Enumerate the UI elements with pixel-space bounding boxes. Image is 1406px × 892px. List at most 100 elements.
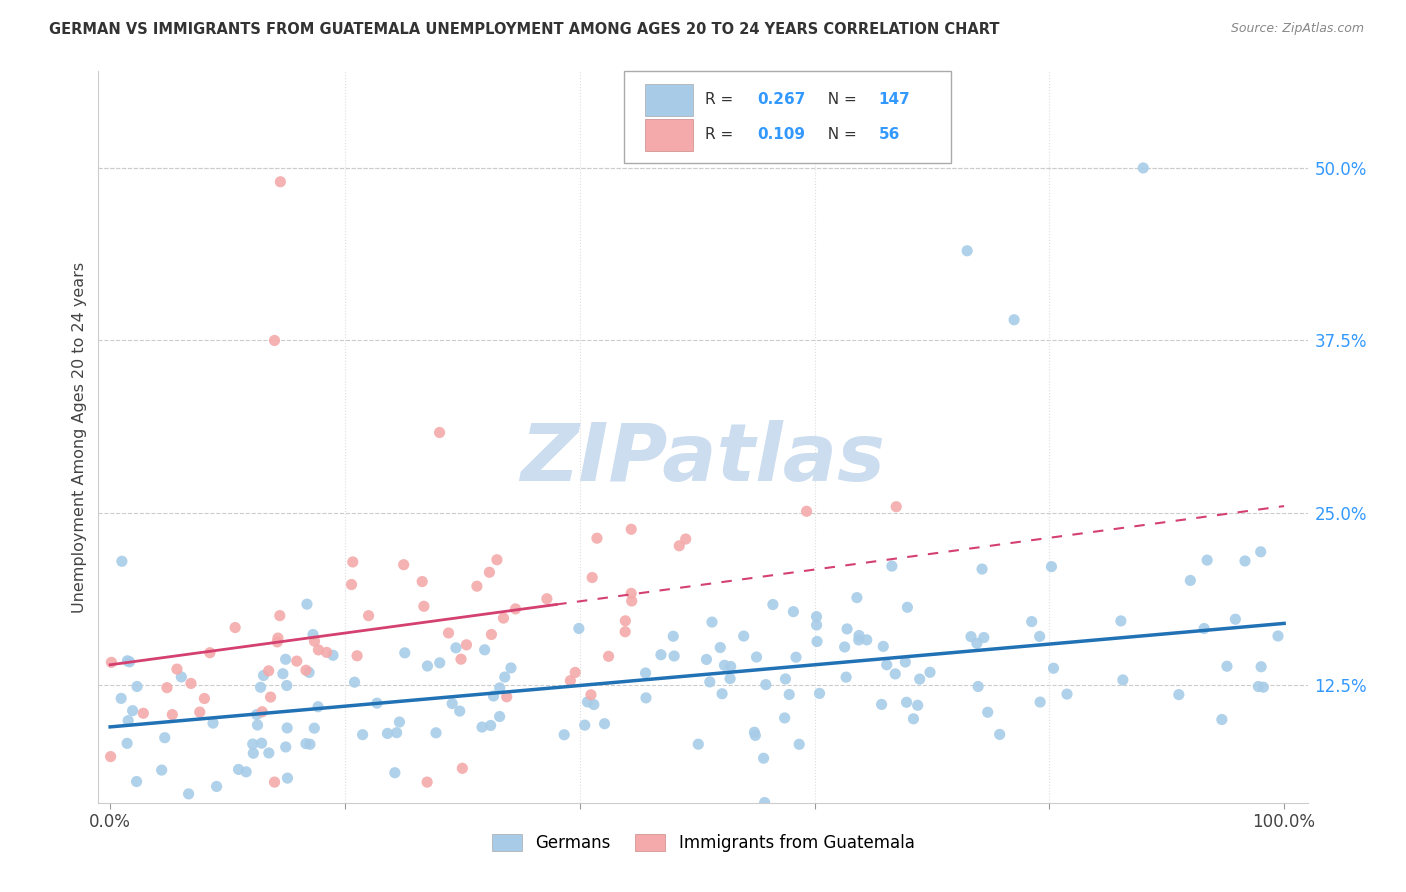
Point <box>162 707 184 722</box>
Point <box>451 761 474 775</box>
Point <box>808 686 831 700</box>
Point <box>973 631 995 645</box>
Point <box>620 522 643 536</box>
Point <box>960 630 983 644</box>
Point <box>1225 612 1247 626</box>
Point <box>896 600 918 615</box>
Point <box>429 425 451 440</box>
Point <box>302 627 325 641</box>
Point <box>896 695 918 709</box>
Point <box>903 712 925 726</box>
Point <box>505 602 527 616</box>
Point <box>1180 574 1202 588</box>
Point <box>357 608 380 623</box>
Point <box>835 622 858 636</box>
Point <box>224 621 246 635</box>
Point <box>593 716 616 731</box>
Point <box>614 614 637 628</box>
Point <box>650 648 672 662</box>
Point <box>150 763 173 777</box>
Point <box>443 823 465 838</box>
Point <box>180 676 202 690</box>
Point <box>1028 629 1050 643</box>
Point <box>276 721 298 735</box>
Point <box>908 672 931 686</box>
Point <box>394 646 416 660</box>
Point <box>416 775 439 789</box>
Point <box>111 554 134 568</box>
Point <box>266 635 288 649</box>
Text: N =: N = <box>818 92 862 107</box>
Point <box>855 632 877 647</box>
Point <box>1216 659 1239 673</box>
Point <box>835 670 858 684</box>
Point <box>271 666 294 681</box>
Point <box>564 665 586 680</box>
Point <box>488 709 510 723</box>
Point <box>246 718 269 732</box>
Point <box>377 726 399 740</box>
Point <box>425 726 447 740</box>
Text: GERMAN VS IMMIGRANTS FROM GUATEMALA UNEMPLOYMENT AMONG AGES 20 TO 24 YEARS CORRE: GERMAN VS IMMIGRANTS FROM GUATEMALA UNEM… <box>49 22 1000 37</box>
Point <box>471 720 494 734</box>
Point <box>834 640 856 654</box>
Point <box>1021 615 1043 629</box>
Point <box>295 737 318 751</box>
Point <box>235 764 257 779</box>
Point <box>478 566 501 580</box>
Point <box>177 787 200 801</box>
Point <box>787 737 810 751</box>
Point <box>1167 688 1189 702</box>
Text: 0.267: 0.267 <box>758 92 806 107</box>
Point <box>479 718 502 732</box>
Point <box>267 631 290 645</box>
Point <box>252 668 274 682</box>
Point <box>249 680 271 694</box>
Point <box>488 681 510 695</box>
Point <box>579 814 602 828</box>
Point <box>499 661 522 675</box>
Point <box>733 629 755 643</box>
Point <box>132 706 155 721</box>
Point <box>688 737 710 751</box>
Point <box>582 698 605 712</box>
Point <box>242 746 264 760</box>
Point <box>806 618 828 632</box>
Point <box>880 559 903 574</box>
Point <box>366 696 388 710</box>
Text: N =: N = <box>818 128 862 143</box>
Point <box>100 656 122 670</box>
Point <box>263 334 285 348</box>
Point <box>125 680 148 694</box>
Point <box>894 655 917 669</box>
Point <box>198 646 221 660</box>
Point <box>755 678 778 692</box>
Point <box>495 690 517 704</box>
Text: Source: ZipAtlas.com: Source: ZipAtlas.com <box>1230 22 1364 36</box>
Point <box>745 650 768 665</box>
Point <box>762 598 785 612</box>
Point <box>568 622 591 636</box>
Point <box>848 632 870 647</box>
Point <box>259 690 281 704</box>
Point <box>1267 629 1289 643</box>
Point <box>343 675 366 690</box>
Point <box>285 654 308 668</box>
Point <box>352 728 374 742</box>
Point <box>720 659 742 673</box>
Point <box>274 652 297 666</box>
Point <box>276 771 298 785</box>
Point <box>553 728 575 742</box>
Point <box>1042 661 1064 675</box>
Point <box>392 558 415 572</box>
Point <box>228 763 250 777</box>
Point <box>474 642 496 657</box>
Point <box>298 737 321 751</box>
Point <box>1250 659 1272 673</box>
Point <box>342 555 364 569</box>
Point <box>976 705 998 719</box>
Point <box>775 672 797 686</box>
Point <box>574 718 596 732</box>
Point <box>1247 680 1270 694</box>
Point <box>709 640 731 655</box>
